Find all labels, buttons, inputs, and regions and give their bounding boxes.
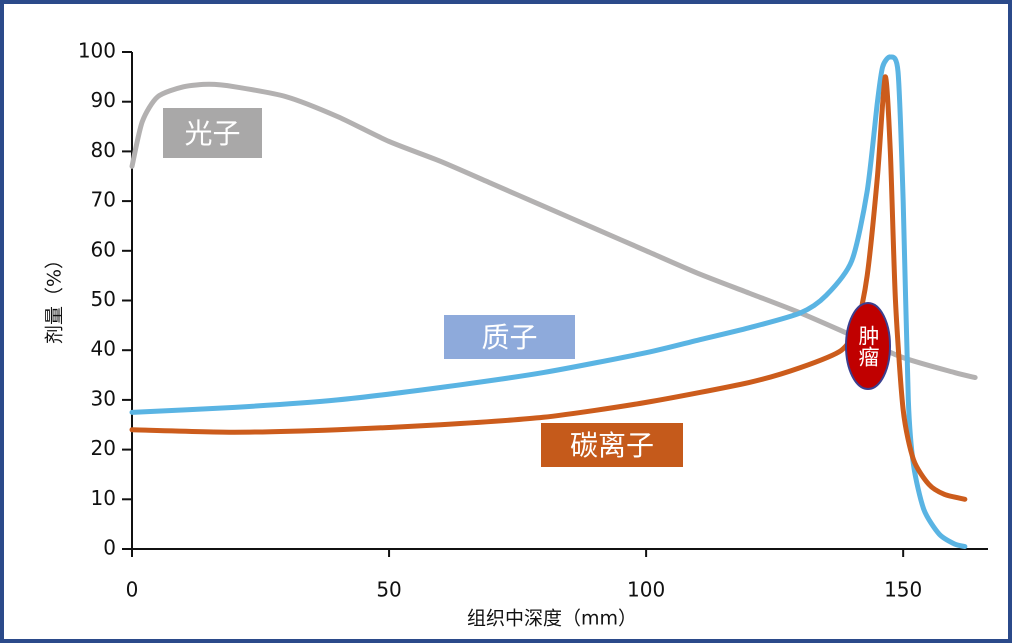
series-line — [129, 81, 978, 381]
y-tick-label: 0 — [103, 536, 116, 560]
tumor-label: 肿瘤 — [856, 325, 880, 367]
x-axis-title: 组织中深度（mm） — [467, 608, 637, 630]
series-label-box — [444, 315, 575, 359]
y-tick-label: 90 — [91, 88, 116, 112]
x-tick-label: 0 — [126, 578, 139, 602]
series-label-box — [541, 423, 683, 467]
y-tick-label: 60 — [91, 237, 116, 261]
y-tick-label: 80 — [91, 138, 116, 162]
y-tick-label: 40 — [91, 337, 116, 361]
y-tick-label: 10 — [91, 486, 116, 510]
tumor-marker — [845, 302, 891, 390]
y-tick-label: 30 — [91, 386, 116, 410]
y-tick-label: 100 — [78, 39, 116, 63]
x-tick-label: 100 — [627, 578, 665, 602]
y-tick-label: 70 — [91, 188, 116, 212]
y-tick-label: 20 — [91, 436, 116, 460]
y-tick-label: 50 — [91, 287, 116, 311]
x-tick-label: 150 — [884, 578, 922, 602]
series-label: 光子 — [184, 117, 240, 150]
series-label: 质子 — [481, 321, 537, 354]
series-label-box — [163, 108, 262, 158]
series-label: 碳离子 — [570, 429, 654, 462]
y-axis-title: 剂量（%） — [44, 250, 66, 344]
x-tick-label: 50 — [376, 578, 401, 602]
